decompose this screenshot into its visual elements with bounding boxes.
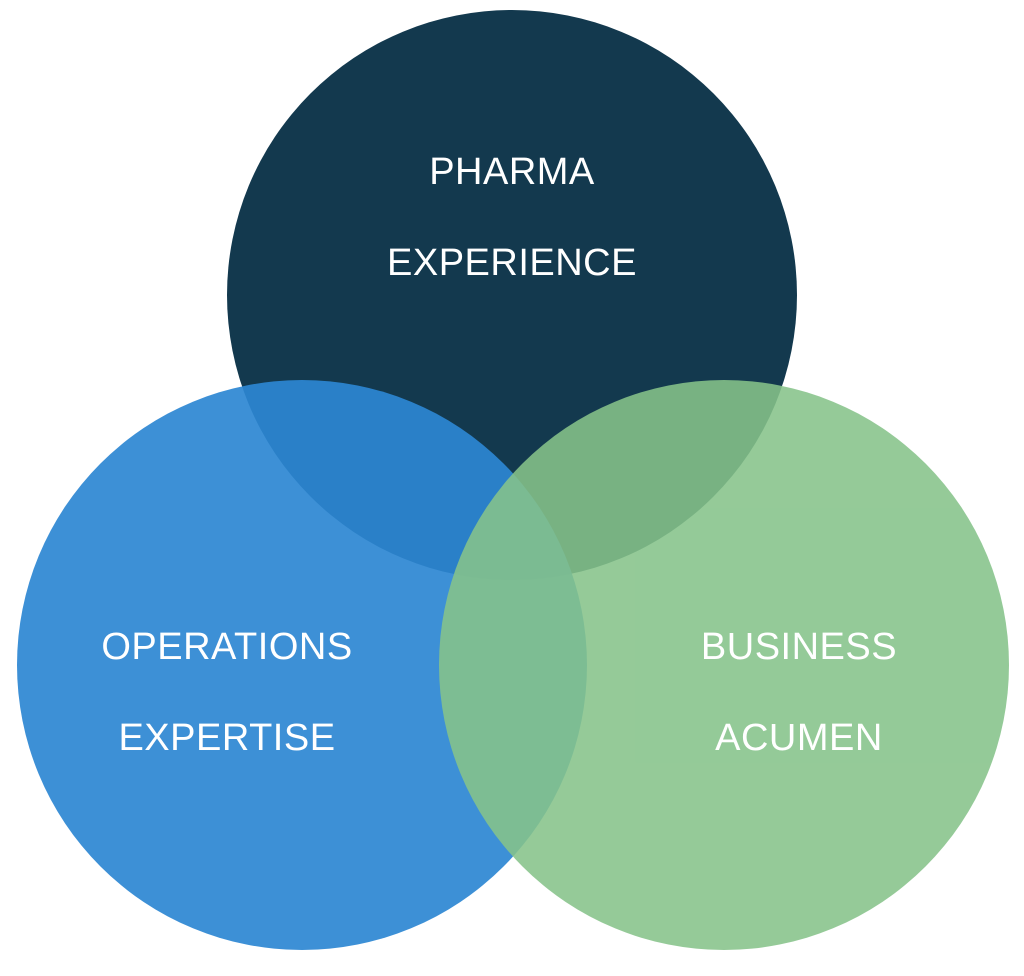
venn-label-bottom-left-line1: OPERATIONS [101, 625, 352, 667]
venn-diagram: PHARMA EXPERIENCE OPERATIONS EXPERTISE B… [0, 0, 1024, 976]
venn-label-top-line1: PHARMA [429, 150, 595, 192]
venn-circle-bottom-right: BUSINESS ACUMEN [439, 380, 1009, 950]
venn-label-top: PHARMA EXPERIENCE [387, 104, 637, 286]
venn-label-bottom-right-line2: ACUMEN [715, 717, 883, 759]
venn-label-bottom-right-line1: BUSINESS [701, 625, 897, 667]
venn-label-bottom-left: OPERATIONS EXPERTISE [101, 579, 352, 761]
venn-label-bottom-right: BUSINESS ACUMEN [701, 579, 897, 761]
venn-label-bottom-left-line2: EXPERTISE [118, 717, 335, 759]
venn-label-top-line2: EXPERIENCE [387, 242, 637, 284]
